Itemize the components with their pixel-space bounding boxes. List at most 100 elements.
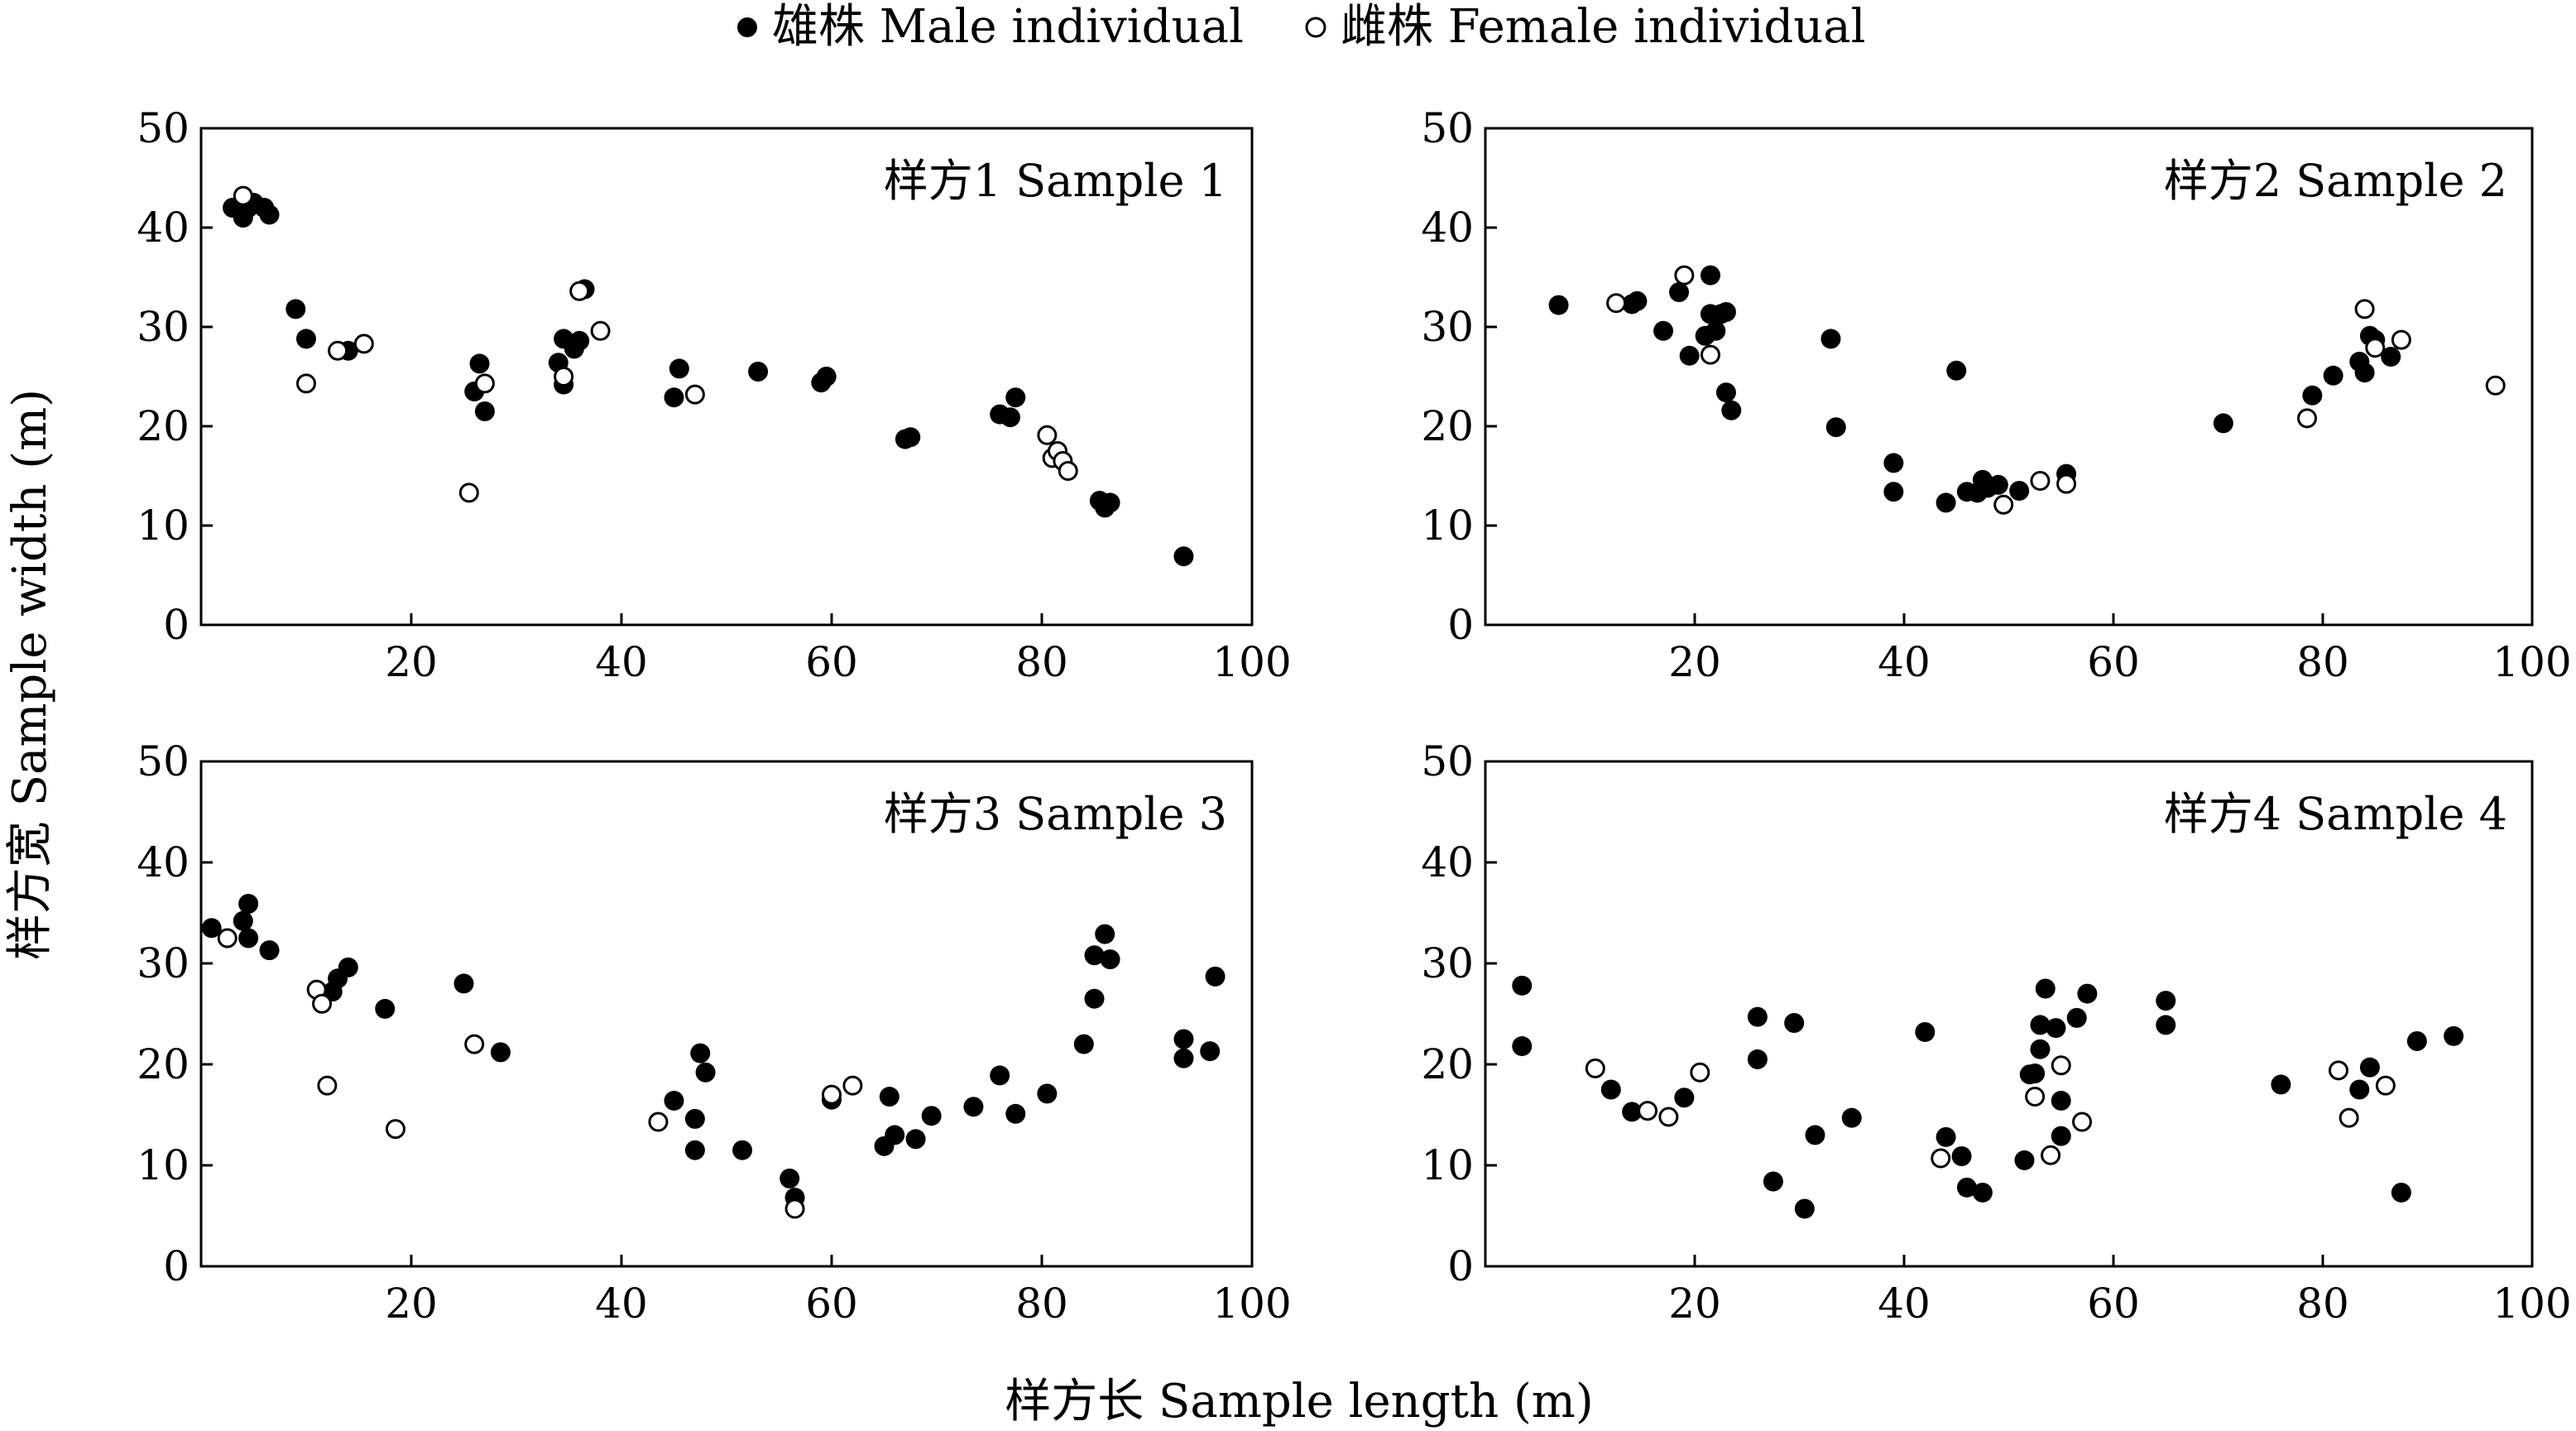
panel-4-male-point [2030,1039,2051,1059]
panel-4-frame [1484,760,2534,1268]
panel-3-male-point [338,957,358,977]
panel-3-male-point [690,1043,711,1064]
panel-4-male-point [1841,1107,1862,1128]
panel-3-female-point [822,1084,842,1105]
panel-3-female-point [317,1075,338,1096]
panel-2-male-point [2381,347,2401,367]
panel-2-male-point [1936,492,1956,513]
panel-4-ytick-label: 50 [1421,737,1474,785]
panel-4-male-point [2406,1030,2427,1051]
panel-1-male-point [259,204,280,225]
panel-2-female-point [1993,494,2014,515]
panel-3-male-point [1200,1041,1221,1062]
panel-2-female-point [1674,265,1695,286]
panel-4-male-point [1784,1012,1805,1033]
panel-2-male-point [1669,282,1690,302]
panel-2-title: 样方2 Sample 2 [2164,155,2507,207]
panel-4-ytick-label: 40 [1421,838,1474,886]
panel-3-male-point [453,973,474,994]
panel-2-ytick-label: 50 [1421,104,1474,152]
panel-4-male-point [2051,1090,2071,1111]
panel-3-male-point [1100,949,1120,970]
panel-2-female-point [1606,293,1627,314]
panel-1-female-point [233,185,253,206]
panel-1-ytick-label: 40 [137,204,189,252]
panel-3-male-point [963,1097,984,1117]
panel-3-ytick-label: 30 [137,939,189,987]
panel-2-female-point [2365,338,2386,358]
panel-1-female-point [328,340,348,361]
panel-1-male-point [469,353,490,374]
panel-4-female-point [1585,1058,1605,1078]
panel-2-male-point [2302,385,2323,406]
panel-1-frame [199,127,1254,627]
panel-1-male-point [285,299,306,319]
panel-3-male-point [921,1106,942,1126]
panel-3-male-point [1037,1083,1058,1104]
panel-2-ytick-label: 30 [1421,303,1474,351]
panel-4-male-point [1915,1021,1936,1042]
panel-3-male-point [238,928,259,948]
panel-1-male-point [816,367,837,387]
panel-2-male-point [1825,417,1846,438]
panel-4-male-point [1674,1088,1695,1108]
panel-2-male-point [2323,365,2343,386]
panel-3-male-point [238,894,259,915]
panel-3-female-point [648,1112,669,1132]
panel-1-male-point [1100,492,1120,513]
panel-3-female-point [217,928,237,948]
panel-1-female-point [474,373,495,394]
panel-1-ytick-label: 50 [137,104,189,152]
panel-1-ytick-label: 10 [137,502,189,550]
panel-3-male-point [664,1090,684,1111]
panel-4-female-point [1690,1062,1710,1083]
panel-1: 0 10 20 30 40 50 20 40 60 80 100 样方1 Sample 1 [137,104,1291,686]
panel-1-xtick-label: 80 [1015,638,1068,686]
panel-1-female-point [684,384,705,405]
panel-3-female-point [784,1198,805,1219]
panel-4-female-point [2328,1060,2348,1081]
panel-4-male-point [1936,1126,1956,1147]
panel-2-ytick-label: 20 [1421,402,1474,450]
panel-4-xtick-label: 20 [1668,1280,1721,1328]
panel-4-female-point [1931,1148,1951,1169]
panel-3-ytick-label: 10 [137,1141,189,1189]
panel-1-female-point [569,281,590,301]
panel-3-ytick-label: 50 [137,737,189,785]
panel-3-male-point [905,1129,926,1150]
panel-4-male-point [2051,1126,2071,1146]
panel-2-ytick-label: 10 [1421,502,1474,550]
panel-3-male-point [990,1065,1010,1086]
panel-1-female-point [458,483,479,503]
panel-2-xtick-label: 80 [2296,638,2349,686]
panel-3-male-point [684,1108,705,1129]
panel-4-male-point [2271,1074,2291,1095]
panel-4-ytick-label: 10 [1421,1141,1474,1189]
legend-female-marker [1305,17,1326,38]
panel-1-male-point [1005,387,1026,408]
panel-3-male-point [732,1140,753,1160]
panel-4-male-point [1794,1198,1815,1219]
panel-3-male-point [1205,966,1226,987]
panel-4-male-point [1956,1177,1977,1198]
panel-2-female-point [2297,408,2318,429]
panel-2-male-point [1820,329,1841,349]
panel-3-xtick-label: 60 [805,1280,858,1328]
panel-1-male-point [1173,546,1194,567]
panel-3-male-point [879,1087,899,1107]
panel-4-male-point [2156,991,2176,1011]
panel-3-male-point [490,1042,511,1063]
panel-2-female-point [1700,344,1720,365]
panel-3-male-point [1173,1029,1194,1049]
panel-2-female-point [2030,471,2051,491]
panel-2-male-point [2354,363,2375,383]
panel-1-male-point [474,401,495,421]
panel-2-male-point [1715,382,1736,403]
panel-2-xtick-label: 20 [1668,638,1721,686]
panel-4-male-point [2444,1025,2464,1046]
panel-3-frame [199,760,1254,1268]
panel-4-xtick-label: 40 [1878,1280,1931,1328]
panel-4-male-point [2046,1018,2066,1039]
panel-4-xtick-label: 100 [2492,1280,2571,1328]
